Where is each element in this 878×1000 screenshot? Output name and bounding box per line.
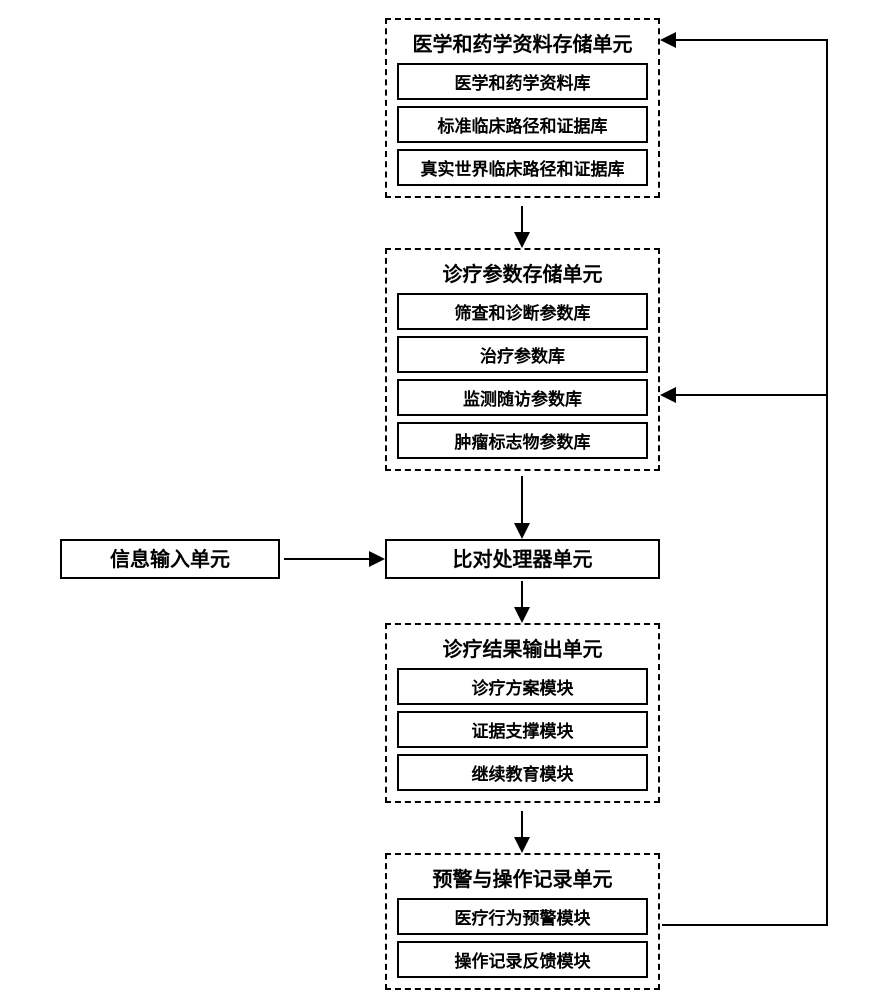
item-box: 医疗行为预警模块 xyxy=(397,898,648,935)
item-box: 监测随访参数库 xyxy=(397,379,648,416)
output-unit-diag-result: 诊疗结果输出单元 诊疗方案模块 证据支撑模块 继续教育模块 xyxy=(385,623,660,803)
warning-record-unit: 预警与操作记录单元 医疗行为预警模块 操作记录反馈模块 xyxy=(385,853,660,990)
item-box: 真实世界临床路径和证据库 xyxy=(397,149,648,186)
compare-processor-box: 比对处理器单元 xyxy=(385,539,660,579)
item-box: 操作记录反馈模块 xyxy=(397,941,648,978)
input-unit-box: 信息输入单元 xyxy=(60,539,280,579)
group-title: 预警与操作记录单元 xyxy=(397,863,648,892)
storage-unit-med-pharma: 医学和药学资料存储单元 医学和药学资料库 标准临床路径和证据库 真实世界临床路径… xyxy=(385,18,660,198)
item-box: 诊疗方案模块 xyxy=(397,668,648,705)
item-box: 筛查和诊断参数库 xyxy=(397,293,648,330)
storage-unit-diag-params: 诊疗参数存储单元 筛查和诊断参数库 治疗参数库 监测随访参数库 肿瘤标志物参数库 xyxy=(385,248,660,471)
item-box: 肿瘤标志物参数库 xyxy=(397,422,648,459)
group-title: 诊疗参数存储单元 xyxy=(397,258,648,287)
box-label: 信息输入单元 xyxy=(110,549,230,571)
item-box: 治疗参数库 xyxy=(397,336,648,373)
box-label: 比对处理器单元 xyxy=(453,549,593,571)
group-title: 医学和药学资料存储单元 xyxy=(397,28,648,57)
item-box: 医学和药学资料库 xyxy=(397,63,648,100)
item-box: 标准临床路径和证据库 xyxy=(397,106,648,143)
item-box: 继续教育模块 xyxy=(397,754,648,791)
item-box: 证据支撑模块 xyxy=(397,711,648,748)
group-title: 诊疗结果输出单元 xyxy=(397,633,648,662)
